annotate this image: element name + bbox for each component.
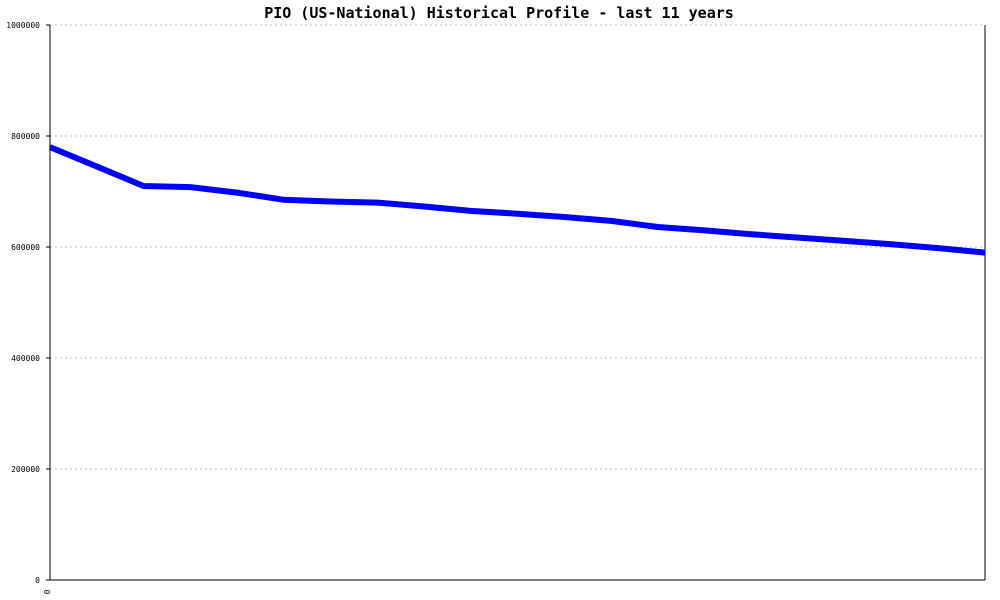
y-tick-label: 1000000 — [6, 21, 40, 30]
chart-title: PIO (US-National) Historical Profile - l… — [264, 4, 734, 22]
y-tick-label: 200000 — [11, 465, 40, 474]
y-tick-label: 400000 — [11, 354, 40, 363]
x-axis-ticks: 0 — [43, 589, 52, 594]
series-line — [48, 144, 986, 256]
y-tick-label: 0 — [35, 576, 40, 585]
series-layer — [48, 144, 986, 256]
y-tick-label: 600000 — [11, 243, 40, 252]
x-tick-label: 0 — [43, 589, 52, 594]
y-axis-ticks: 0 200000 400000 600000 800000 1000000 — [6, 21, 50, 585]
grid-lines — [50, 24, 985, 470]
y-tick-label: 800000 — [11, 132, 40, 141]
